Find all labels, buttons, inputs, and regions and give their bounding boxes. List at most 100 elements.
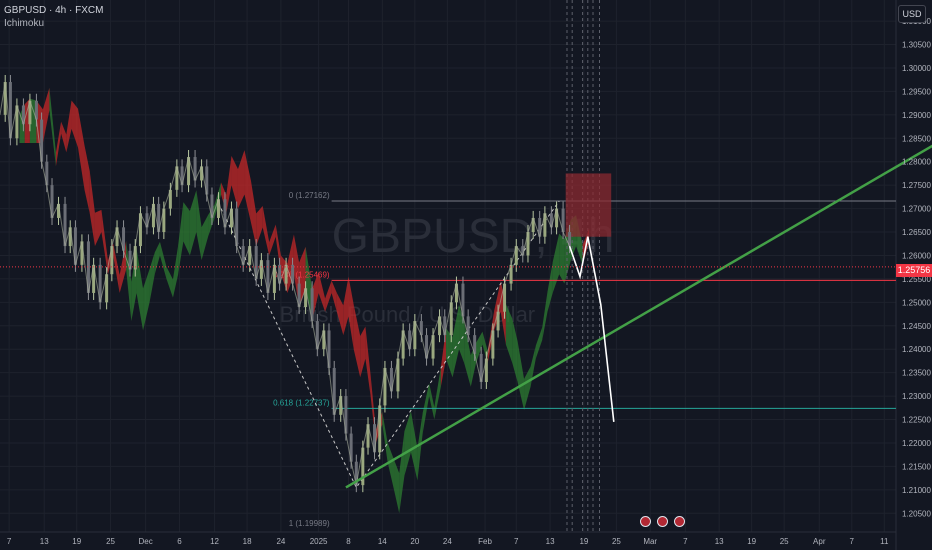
- time-tick-label: 14: [378, 537, 387, 546]
- price-tick-label: 1.29000: [902, 111, 931, 120]
- ichimoku-cloud-segment: [559, 233, 565, 284]
- candle-body: [122, 227, 126, 251]
- price-tick-label: 1.27000: [902, 205, 931, 214]
- ichimoku-cloud-segment: [256, 205, 263, 247]
- fib-level-label: 1 (1.19989): [289, 519, 330, 528]
- ichimoku-cloud-segment: [201, 215, 209, 261]
- candle-body: [514, 246, 518, 265]
- candle-body: [21, 105, 25, 125]
- event-marker-icon[interactable]: [657, 516, 668, 527]
- ichimoku-cloud-segment: [318, 271, 326, 312]
- ichimoku-cloud-segment: [269, 224, 276, 256]
- time-tick-label: 25: [106, 537, 115, 546]
- candle-body: [15, 105, 19, 139]
- ichimoku-cloud-segment: [71, 100, 79, 148]
- ichimoku-cloud-segment: [66, 100, 72, 153]
- ichimoku-cloud-segment: [394, 459, 400, 514]
- candle-body: [110, 246, 114, 275]
- ichimoku-cloud-segment: [29, 98, 37, 143]
- currency-button[interactable]: USD: [898, 5, 926, 23]
- time-tick-label: 24: [443, 537, 452, 546]
- ichimoku-cloud-segment: [49, 87, 56, 167]
- price-tick-label: 1.23000: [902, 392, 931, 401]
- price-tick-label: 1.30500: [902, 41, 931, 50]
- candle-body: [229, 208, 233, 228]
- candle-body: [315, 321, 319, 350]
- candle-body: [304, 288, 308, 308]
- candle-body: [466, 316, 470, 336]
- candle-body: [549, 213, 553, 228]
- price-tick-label: 1.26500: [902, 228, 931, 237]
- ichimoku-cloud-segment: [325, 280, 332, 312]
- price-tick-label: 1.25000: [902, 298, 931, 307]
- time-tick-label: 13: [715, 537, 724, 546]
- candle-body: [98, 264, 102, 303]
- price-tick-label: 1.25500: [902, 275, 931, 284]
- price-tick-label: 1.29500: [902, 87, 931, 96]
- ichimoku-cloud-segment: [387, 442, 395, 490]
- ichimoku-indicator-label[interactable]: Ichimoku: [4, 18, 45, 29]
- price-tick-label: 1.28000: [902, 158, 931, 167]
- ichimoku-cloud-segment: [440, 328, 447, 387]
- ichimoku-cloud-segment: [382, 411, 388, 462]
- time-tick-label: 2025: [310, 537, 328, 546]
- candle-body: [34, 100, 38, 120]
- time-tick-label: 25: [612, 537, 621, 546]
- ichimoku-cloud-segment: [475, 331, 483, 364]
- candle-body: [484, 358, 488, 383]
- ichimoku-cloud-segment: [365, 326, 371, 397]
- candle-body: [401, 330, 405, 359]
- event-marker-icon[interactable]: [674, 516, 685, 527]
- candle-body: [361, 447, 365, 486]
- candle-body: [63, 203, 67, 247]
- ichimoku-cloud-segment: [353, 304, 361, 378]
- candle-body: [80, 241, 84, 265]
- candle-body: [68, 227, 72, 247]
- candle-body: [40, 119, 44, 162]
- candle-body: [383, 367, 387, 406]
- candle-body: [235, 208, 239, 247]
- candle-body: [157, 203, 161, 233]
- time-tick-label: 19: [579, 537, 588, 546]
- ichimoku-cloud-segment: [42, 87, 50, 143]
- candle-body: [145, 213, 149, 228]
- candle-body: [322, 330, 326, 350]
- price-tick-label: 1.21500: [902, 462, 931, 471]
- event-marker-icon[interactable]: [640, 516, 651, 527]
- candle-body: [366, 424, 370, 448]
- ichimoku-cloud-segment: [55, 121, 62, 167]
- candle-body: [115, 227, 119, 247]
- candle-body: [291, 264, 295, 284]
- price-tick-label: 1.24000: [902, 345, 931, 354]
- candle-body: [105, 274, 109, 303]
- candle-body: [479, 353, 483, 383]
- ichimoku-cloud-segment: [512, 318, 518, 383]
- ichimoku-cloud-segment: [552, 233, 560, 293]
- candle-body: [561, 208, 565, 233]
- candle-body: [332, 367, 336, 415]
- ichimoku-cloud-segment: [61, 121, 67, 153]
- ichimoku-cloud-segment: [172, 245, 179, 298]
- candle-body: [200, 166, 204, 181]
- ichimoku-cloud-segment: [360, 326, 366, 378]
- time-tick-label: Mar: [643, 537, 657, 546]
- price-tick-label: 1.27500: [902, 181, 931, 190]
- ascending-trendline: [345, 144, 932, 489]
- candle-body: [133, 246, 137, 270]
- candle-body: [543, 213, 547, 237]
- candle-body: [526, 232, 530, 256]
- ichimoku-cloud-segment: [166, 266, 173, 298]
- candle-body: [503, 283, 507, 312]
- candle-body: [310, 288, 314, 322]
- time-tick-label: 19: [72, 537, 81, 546]
- candle-body: [538, 217, 542, 237]
- candle-body: [473, 335, 477, 354]
- ichimoku-cloud-segment: [542, 291, 548, 340]
- price-series-line: [0, 81, 571, 486]
- candle-body: [449, 302, 453, 336]
- candle-body: [3, 82, 7, 115]
- fib-level-label: 0 (1.27162): [289, 191, 330, 200]
- symbol-title[interactable]: GBPUSD · 4h · FXCM: [4, 5, 104, 16]
- time-tick-label: 7: [850, 537, 855, 546]
